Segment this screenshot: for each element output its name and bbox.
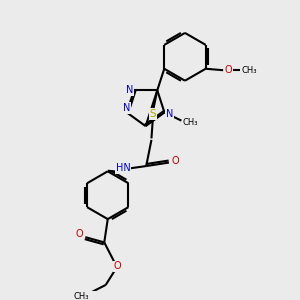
Text: N: N [123,103,130,113]
Text: N: N [166,109,173,118]
Text: CH₃: CH₃ [73,292,89,300]
Text: O: O [114,261,121,271]
Text: O: O [75,229,83,239]
Text: N: N [126,85,134,95]
Text: S: S [150,109,156,119]
Text: O: O [172,156,179,166]
Text: CH₃: CH₃ [183,118,198,127]
Text: O: O [225,64,232,75]
Text: CH₃: CH₃ [241,66,256,75]
Text: HN: HN [116,164,130,173]
